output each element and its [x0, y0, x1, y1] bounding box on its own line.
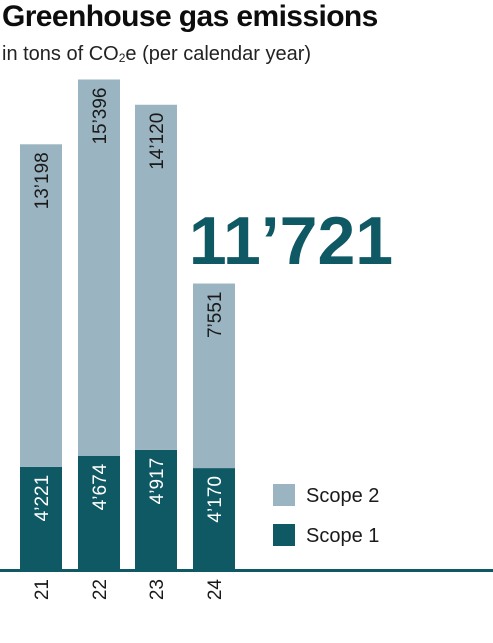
highlight-total: 11’721 [189, 203, 393, 279]
chart-title: Greenhouse gas emissions [2, 0, 378, 33]
data-label-scope1-21: 4’221 [32, 475, 53, 522]
legend: Scope 2 Scope 1 [273, 484, 379, 547]
data-label-scope1-23: 4’917 [147, 458, 168, 505]
legend-label-scope2: Scope 2 [306, 485, 379, 507]
chart-subtitle: in tons of CO2e (per calendar year) [2, 43, 312, 65]
bar-scope1-21 [20, 466, 62, 570]
bar-scope2-23 [135, 104, 177, 450]
data-label-scope2-22: 15’396 [90, 87, 111, 144]
bar-scope1-22 [78, 455, 120, 570]
bar-scope1-23 [135, 449, 177, 570]
x-tick-label-21: 21 [32, 579, 53, 600]
data-label-scope2-23: 14’120 [147, 113, 168, 170]
bar-scope2-24 [193, 283, 235, 469]
data-label-scope1-24: 4’170 [205, 476, 226, 523]
bar-scope2-21 [20, 144, 62, 467]
x-axis-line [0, 569, 493, 572]
bar-scope1-24 [193, 468, 235, 570]
bar-scope2-22 [78, 79, 120, 456]
x-tick-label-22: 22 [90, 579, 111, 600]
data-label-scope2-24: 7’551 [205, 292, 226, 339]
legend-swatch-scope2 [273, 484, 295, 506]
legend-label-scope1: Scope 1 [306, 525, 379, 547]
data-label-scope2-21: 13’198 [32, 152, 53, 209]
x-tick-label-24: 24 [205, 579, 226, 601]
legend-swatch-scope1 [273, 524, 295, 546]
x-tick-label-23: 23 [147, 579, 168, 600]
data-label-scope1-22: 4’674 [90, 463, 111, 510]
